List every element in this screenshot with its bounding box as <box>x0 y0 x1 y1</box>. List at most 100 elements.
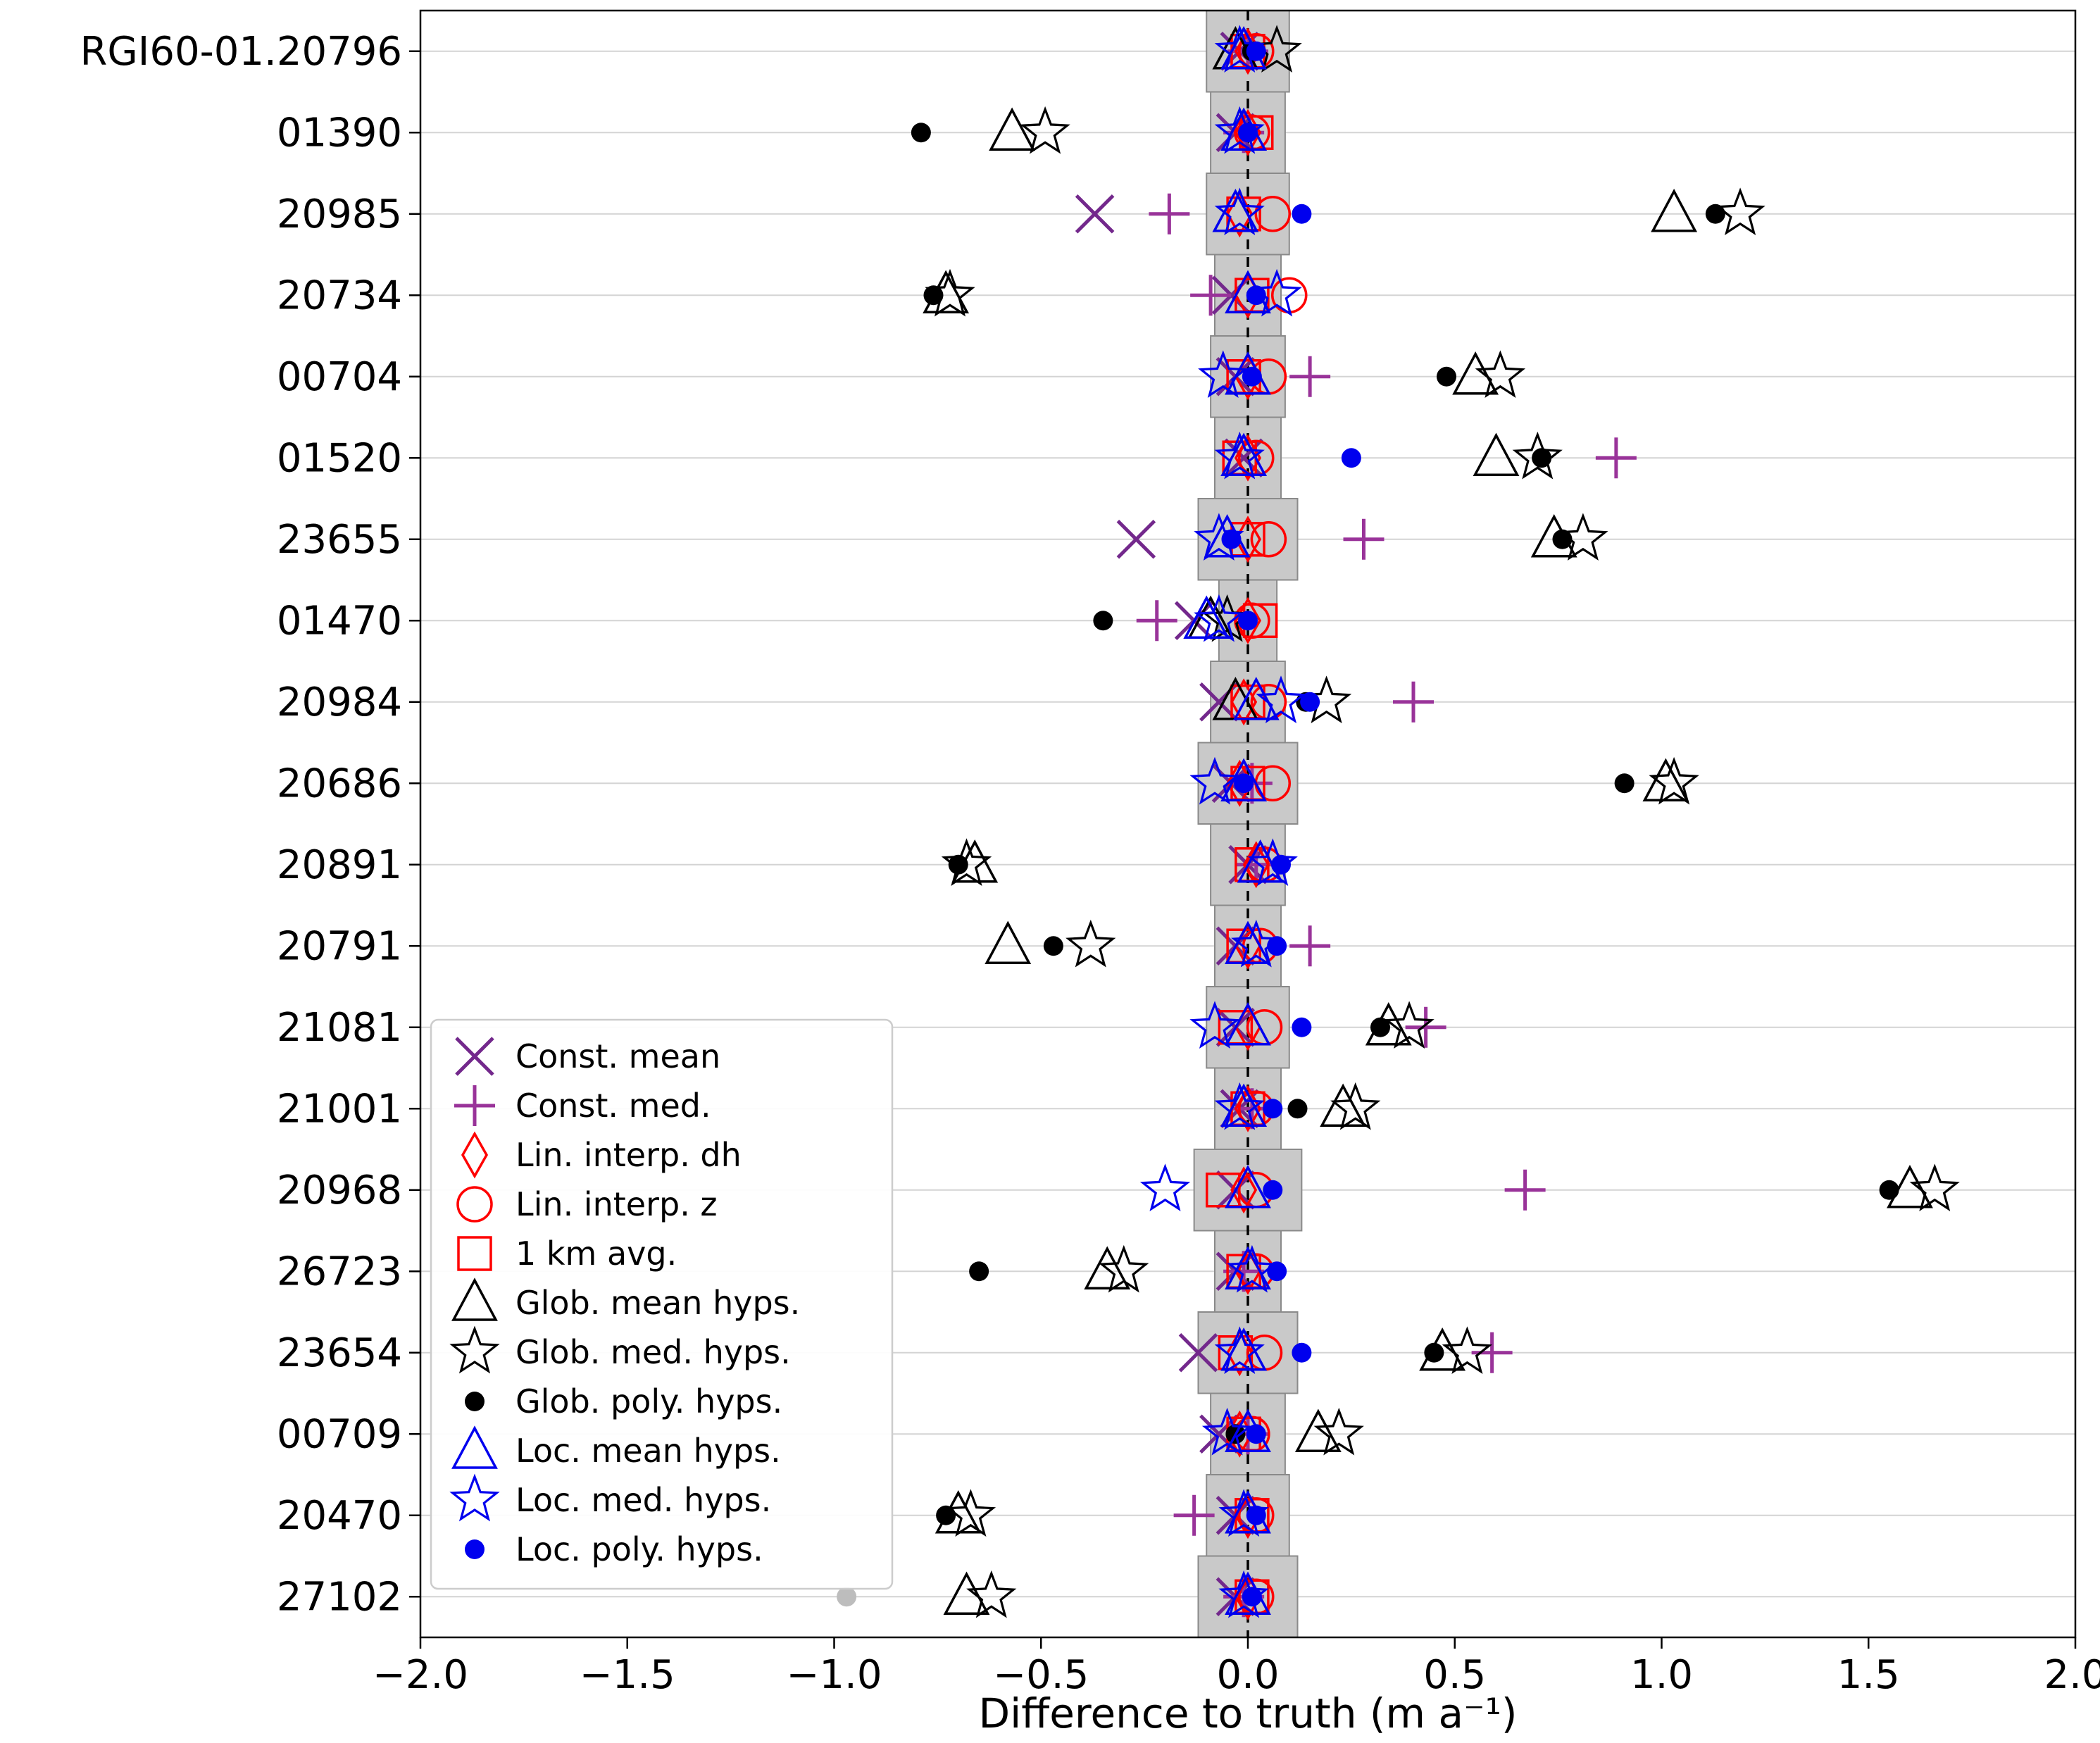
data-point <box>1246 285 1266 306</box>
data-point <box>1214 1082 1265 1130</box>
x-axis-label: Difference to truth (m a⁻¹) <box>978 1689 1518 1737</box>
data-point <box>1393 681 1434 723</box>
legend-label: Glob. mean hyps. <box>515 1284 800 1322</box>
y-tick-label: 00704 <box>277 354 402 400</box>
data-point <box>1214 106 1265 154</box>
data-point <box>1246 1424 1266 1444</box>
legend-marker-star <box>449 1473 500 1522</box>
data-point <box>1190 275 1232 316</box>
x-tick-label: −2.0 <box>373 1652 468 1698</box>
legend-marker-triangle <box>451 1277 498 1321</box>
legend-label: Loc. med. hyps. <box>515 1481 771 1519</box>
data-point <box>1595 437 1637 479</box>
data-point <box>1220 432 1268 476</box>
data-point <box>1246 41 1266 61</box>
legend-label: Lin. interp. dh <box>515 1136 742 1174</box>
data-point <box>985 920 1032 964</box>
data-point <box>1246 1505 1266 1525</box>
data-point <box>1330 1082 1381 1130</box>
data-point <box>1206 1173 1241 1208</box>
data-point <box>1225 1246 1271 1289</box>
data-point <box>1201 1407 1253 1456</box>
data-point <box>1242 1587 1262 1607</box>
legend-label: Glob. poly. hyps. <box>515 1382 782 1420</box>
data-point <box>1220 1083 1268 1127</box>
data-point <box>941 838 992 887</box>
x-tick-label: 2.0 <box>2044 1652 2100 1698</box>
data-point <box>1287 1099 1308 1119</box>
y-tick-label: 23654 <box>277 1330 402 1376</box>
data-point <box>1471 1332 1513 1373</box>
y-tick-label: 27102 <box>277 1574 402 1620</box>
data-point <box>948 854 968 875</box>
series-glob-med-hyps- <box>925 25 1960 1618</box>
extra-points <box>837 1587 857 1607</box>
data-point <box>1267 1261 1287 1282</box>
series-loc-med-hyps- <box>1139 25 1306 1618</box>
y-tick-label: 20734 <box>277 273 402 318</box>
data-point <box>1136 600 1177 642</box>
x-axis: −2.0 −1.5 −1.0 −0.5 0.0 0.5 1.0 1.5 2.0 <box>373 1637 2100 1698</box>
data-point <box>1313 1407 1364 1456</box>
y-tick-label: RGI60-01.20796 <box>80 29 403 75</box>
data-point <box>1343 518 1385 560</box>
y-tick-label: 20984 <box>277 680 402 725</box>
data-point <box>1442 1326 1493 1375</box>
data-point <box>923 285 944 306</box>
legend-marker-plus <box>454 1085 495 1126</box>
faded-data-point <box>837 1587 857 1607</box>
data-point <box>1116 519 1156 559</box>
data-point <box>1256 675 1306 724</box>
series-loc-poly-hyps- <box>1221 41 1361 1607</box>
y-tick-label: 20791 <box>277 923 402 969</box>
data-point <box>1238 611 1258 631</box>
y-tick-label: 21001 <box>277 1086 402 1132</box>
legend-marker-triangle <box>451 1425 498 1469</box>
data-point <box>1341 448 1361 468</box>
legend-label: Loc. poly. hyps. <box>515 1530 763 1568</box>
legend-box <box>430 1018 894 1590</box>
data-point <box>1292 1342 1312 1363</box>
legend-label: Loc. mean hyps. <box>515 1432 781 1470</box>
data-point <box>1238 123 1258 143</box>
legend-label: Lin. interp. z <box>515 1185 718 1223</box>
data-point <box>1189 1001 1240 1049</box>
x-tick-label: 0.0 <box>1216 1652 1279 1698</box>
y-tick-label: 01470 <box>277 598 402 644</box>
data-point <box>1198 350 1249 399</box>
legend: Const. mean Const. med. Lin. interp. dh Lin… <box>430 1018 894 1590</box>
data-point <box>1149 193 1190 235</box>
data-point <box>1532 448 1552 468</box>
data-point <box>1705 204 1725 224</box>
data-point <box>1232 677 1280 720</box>
data-point <box>1512 431 1563 480</box>
y-tick-label: 00709 <box>277 1411 402 1457</box>
legend-marker-star <box>449 1325 500 1374</box>
data-point <box>1292 204 1312 224</box>
data-point <box>1227 1244 1277 1293</box>
legend-marker-dot <box>465 1539 485 1559</box>
legend-marker-dot <box>465 1392 485 1411</box>
y-axis: RGI60-01.20796 01390 20985 20734 00704 01520 2… <box>80 29 420 1620</box>
data-point <box>1214 431 1265 480</box>
data-point <box>1173 1494 1215 1536</box>
y-tick-label: 21081 <box>277 1005 402 1051</box>
data-point <box>1043 936 1063 956</box>
data-point <box>1289 925 1331 967</box>
legend-marker-x <box>455 1037 494 1076</box>
data-point <box>1178 1332 1218 1373</box>
y-tick-label: 20891 <box>277 842 402 888</box>
data-point <box>1225 1002 1271 1046</box>
x-tick-label: −0.5 <box>993 1652 1089 1698</box>
x-tick-label: 1.5 <box>1837 1652 1900 1698</box>
y-tick-label: 20968 <box>277 1168 402 1213</box>
data-point <box>1271 854 1291 875</box>
data-point <box>945 1489 996 1537</box>
data-point <box>1289 356 1331 397</box>
data-point <box>1189 756 1240 805</box>
y-tick-label: 01520 <box>277 435 402 481</box>
data-point <box>1642 758 1689 801</box>
y-tick-label: 20686 <box>277 761 402 806</box>
